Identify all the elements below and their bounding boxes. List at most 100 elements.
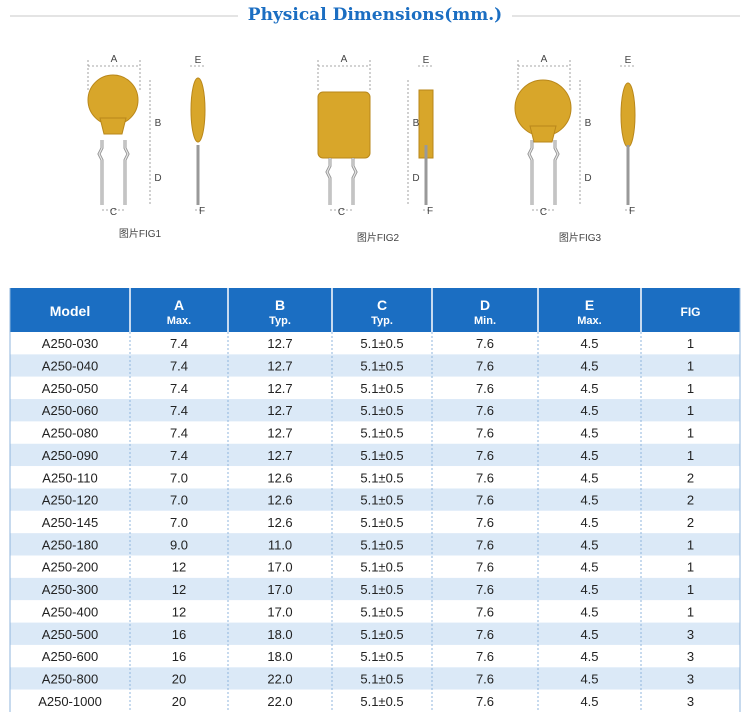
cell: 7.6 [476, 627, 494, 642]
side-body [190, 77, 206, 143]
cell: 7.6 [476, 537, 494, 552]
figure-caption: 图片FIG1 [119, 227, 162, 240]
cell: 1 [687, 448, 694, 463]
table-row [10, 689, 740, 712]
cell: 5.1±0.5 [360, 515, 403, 530]
cell: 1 [687, 582, 694, 597]
header-label: D [480, 297, 490, 313]
cell: 7.4 [170, 448, 188, 463]
cell: 4.5 [580, 493, 598, 508]
cell: 12.6 [267, 470, 292, 485]
cell: 1 [687, 604, 694, 619]
header-label: FIG [681, 305, 701, 319]
lead-core [326, 158, 331, 205]
cell: 17.0 [267, 560, 292, 575]
figure-caption: 图片FIG2 [357, 231, 400, 244]
cell: 7.0 [170, 515, 188, 530]
cell: 4.5 [580, 604, 598, 619]
cell: 7.6 [476, 560, 494, 575]
cell: A250-200 [42, 560, 98, 575]
dimension-label: F [199, 206, 205, 217]
cell: 17.0 [267, 604, 292, 619]
cell: 1 [687, 537, 694, 552]
title: Physical Dimensions(mm.) [248, 5, 502, 25]
cell: 4.5 [580, 448, 598, 463]
lead-core [98, 140, 103, 205]
cell: 4.5 [580, 694, 598, 709]
cell: A250-120 [42, 493, 98, 508]
cell: A250-060 [42, 403, 98, 418]
cell: 4.5 [580, 515, 598, 530]
cell: 7.6 [476, 671, 494, 686]
cell: 4.5 [580, 627, 598, 642]
table-row [10, 644, 740, 668]
figure-caption: 图片FIG3 [559, 231, 602, 244]
table-header [10, 288, 740, 332]
cell: A250-500 [42, 627, 98, 642]
cell: A250-400 [42, 604, 98, 619]
cell: 3 [687, 694, 694, 709]
header-label: Model [50, 303, 90, 319]
cell: 20 [172, 671, 186, 686]
dimension-label: A [341, 54, 348, 65]
cell: 1 [687, 403, 694, 418]
cell: 7.0 [170, 470, 188, 485]
header-label: E [585, 297, 594, 313]
dimension-label: E [423, 55, 430, 66]
cell: 11.0 [268, 537, 292, 552]
cell: 3 [687, 671, 694, 686]
lead-core [124, 140, 129, 205]
table-row [10, 622, 740, 645]
cell: 4.5 [580, 403, 598, 418]
side-body [620, 82, 636, 148]
cell: A250-800 [42, 671, 98, 686]
dimension-label: A [111, 54, 118, 65]
cell: 12 [172, 582, 186, 597]
coating [99, 117, 127, 135]
cell: 2 [687, 470, 694, 485]
table-row [10, 667, 740, 690]
cell: 7.4 [170, 381, 188, 396]
dimension-label: E [625, 55, 632, 66]
cell: 2 [687, 515, 694, 530]
cell: 12.7 [267, 336, 292, 351]
dimension-label: E [195, 55, 202, 66]
cell: 4.5 [580, 336, 598, 351]
cell: 4.5 [580, 359, 598, 374]
cell: 4.5 [580, 470, 598, 485]
cell: 5.1±0.5 [360, 336, 403, 351]
cell: 7.6 [476, 359, 494, 374]
table-row [10, 577, 740, 601]
table-row [10, 421, 740, 444]
cell: 18.0 [267, 649, 292, 664]
cell: A250-300 [42, 582, 98, 597]
cell: 12.7 [267, 359, 292, 374]
dimension-label: D [154, 173, 161, 184]
dimension-label: F [427, 206, 433, 217]
cell: 12.7 [267, 403, 292, 418]
cell: 5.1±0.5 [360, 649, 403, 664]
header-sub: Typ. [269, 315, 291, 327]
cell: 5.1±0.5 [360, 537, 403, 552]
cell: 4.5 [580, 560, 598, 575]
cell: 2 [687, 493, 694, 508]
header-label: A [174, 297, 184, 313]
cell: 5.1±0.5 [360, 560, 403, 575]
cell: 4.5 [580, 582, 598, 597]
cell: 16 [172, 649, 186, 664]
cell: 7.6 [476, 470, 494, 485]
cell: 9.0 [170, 537, 188, 552]
cell: A250-040 [42, 359, 98, 374]
cell: 1 [687, 359, 694, 374]
dimension-label: C [110, 207, 117, 218]
lead-core [554, 140, 559, 205]
cell: A250-145 [42, 515, 98, 530]
cell: 4.5 [580, 537, 598, 552]
header-sub: Min. [474, 315, 496, 327]
cell: A250-180 [42, 537, 98, 552]
dimension-label: D [412, 173, 419, 184]
cell: 7.6 [476, 403, 494, 418]
cell: 4.5 [580, 671, 598, 686]
dimension-label: A [541, 54, 548, 65]
dimension-label: C [540, 207, 547, 218]
